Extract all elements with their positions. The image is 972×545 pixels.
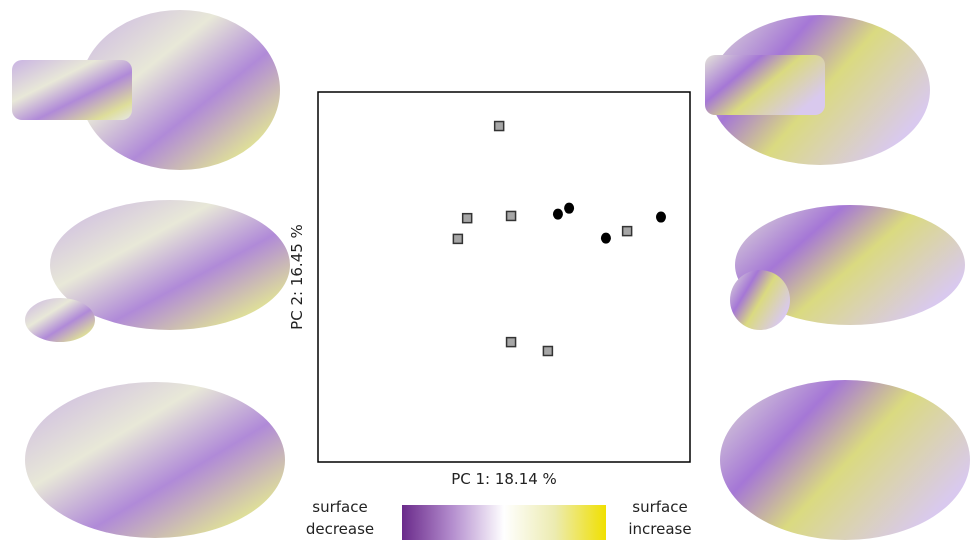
colorbar (402, 505, 606, 540)
brain-renderings-left (12, 10, 290, 538)
point (453, 234, 462, 243)
point (507, 211, 516, 220)
point (463, 214, 472, 223)
point (543, 347, 552, 356)
figure: PC 1: 18.14 % PC 2: 16.45 % surfacedecre… (0, 0, 972, 545)
point (495, 122, 504, 131)
point (507, 338, 516, 347)
point (601, 233, 611, 244)
point (656, 212, 666, 223)
y-axis-label: PC 2: 16.45 % (288, 224, 306, 330)
point (623, 227, 632, 236)
point (564, 203, 574, 214)
plot-frame (318, 92, 690, 462)
x-axis-label: PC 1: 18.14 % (451, 470, 557, 488)
point (553, 209, 563, 220)
brain-renderings-right (705, 15, 970, 540)
